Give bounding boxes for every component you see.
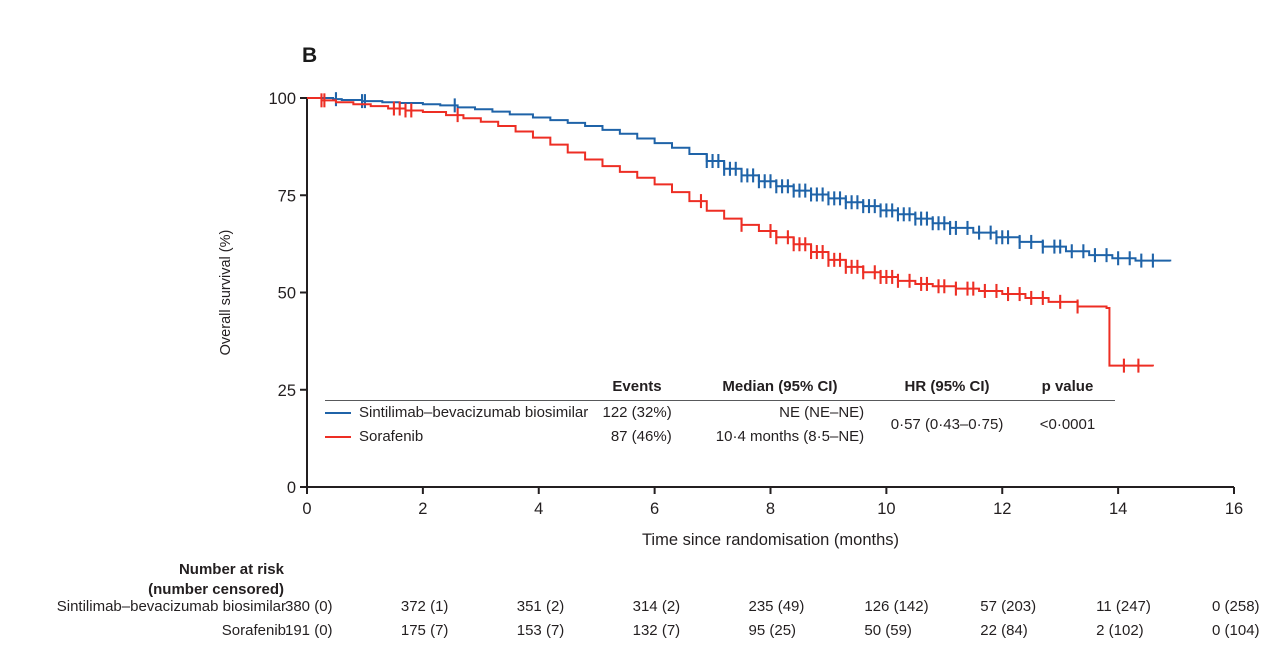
stats-events-cell: 122 (32%) — [602, 404, 672, 421]
svg-text:12: 12 — [993, 500, 1011, 518]
risk-value: 314 (2) — [632, 598, 681, 615]
stats-series-label-cell: Sorafenib — [325, 425, 588, 449]
legend-series-name: Sintilimab–bevacizumab biosimilar — [359, 404, 589, 421]
risk-value: 126 (142) — [864, 598, 929, 615]
risk-value: 57 (203) — [980, 598, 1037, 615]
risk-value: 11 (247) — [1096, 598, 1151, 615]
legend-series-name: Sorafenib — [359, 428, 424, 445]
risk-value: 132 (7) — [632, 622, 681, 639]
svg-text:2: 2 — [418, 500, 427, 518]
svg-text:100: 100 — [268, 90, 296, 108]
risk-value: 235 (49) — [748, 598, 805, 615]
risk-value: 351 (2) — [516, 598, 565, 615]
risk-value: 191 (0) — [285, 622, 333, 639]
svg-text:25: 25 — [278, 382, 296, 400]
svg-text:6: 6 — [650, 500, 659, 518]
svg-text:75: 75 — [278, 187, 296, 205]
stats-series-label-cell: Sintilimab–bevacizumab biosimilar — [325, 401, 588, 425]
risk-row-label: Sorafenib — [221, 622, 286, 639]
stats-events-cell: 87 (46%) — [610, 428, 672, 445]
stats-hr-cell: 0·57 (0·43–0·75) — [890, 416, 1004, 433]
stats-header-hr: HR (95% CI) — [904, 378, 990, 395]
stats-median-cell: 10·4 months (8·5–NE) — [715, 428, 865, 445]
stats-header-events: Events — [612, 378, 662, 395]
svg-text:Overall survival (%): Overall survival (%) — [218, 230, 234, 356]
svg-text:50: 50 — [278, 285, 296, 303]
legend-line-swatch — [325, 412, 351, 414]
svg-text:8: 8 — [766, 500, 775, 518]
statistics-table: Events Median (95% CI) HR (95% CI) p val… — [325, 378, 1115, 449]
risk-value: 0 (104) — [1212, 622, 1260, 639]
stats-header-pvalue: p value — [1041, 378, 1094, 395]
risk-title-line2: (number censored) — [148, 581, 284, 598]
svg-text:0: 0 — [302, 500, 311, 518]
risk-value: 22 (84) — [980, 622, 1028, 639]
risk-value: 175 (7) — [400, 622, 449, 639]
risk-value: 153 (7) — [516, 622, 565, 639]
series-1 — [307, 93, 1154, 373]
svg-text:16: 16 — [1225, 500, 1243, 518]
stats-header-median: Median (95% CI) — [722, 378, 838, 395]
stats-median-cell: NE (NE–NE) — [779, 404, 865, 421]
risk-value: 0 (258) — [1212, 598, 1260, 615]
svg-text:14: 14 — [1109, 500, 1127, 518]
risk-value: 2 (102) — [1096, 622, 1144, 639]
risk-value: 95 (25) — [748, 622, 797, 639]
risk-value: 372 (1) — [400, 598, 449, 615]
risk-value: 50 (59) — [864, 622, 912, 639]
stats-rule — [325, 400, 1115, 401]
risk-title-line1: Number at risk — [178, 561, 284, 578]
stats-row: Sorafenib 87 (46%) 10·4 months (8·5–NE) — [325, 425, 1115, 449]
stats-pvalue-cell: <0·0001 — [1039, 416, 1096, 433]
svg-text:10: 10 — [877, 500, 895, 518]
risk-row-label: Sintilimab–bevacizumab biosimilar — [56, 598, 286, 615]
plot-axes — [300, 97, 1235, 494]
svg-text:4: 4 — [534, 500, 543, 518]
stats-row: Sintilimab–bevacizumab biosimilar 122 (32… — [325, 401, 1115, 433]
number-at-risk-title: Number at risk (number censored) — [0, 560, 284, 600]
stats-header-blank — [325, 378, 588, 401]
legend-line-swatch — [325, 436, 351, 438]
panel-label: B — [302, 44, 318, 67]
risk-value: 380 (0) — [285, 598, 333, 615]
stats-header-row: Events Median (95% CI) HR (95% CI) p val… — [325, 378, 1115, 401]
svg-text:0: 0 — [287, 479, 296, 497]
axis-labels: 0 25 50 75 100 0 2 4 6 8 10 12 14 16 Time since random… — [218, 90, 1243, 549]
survival-curves — [307, 92, 1172, 373]
svg-text:Time since randomisation (mont: Time since randomisation (months) — [642, 531, 899, 549]
series-0 — [307, 92, 1172, 268]
